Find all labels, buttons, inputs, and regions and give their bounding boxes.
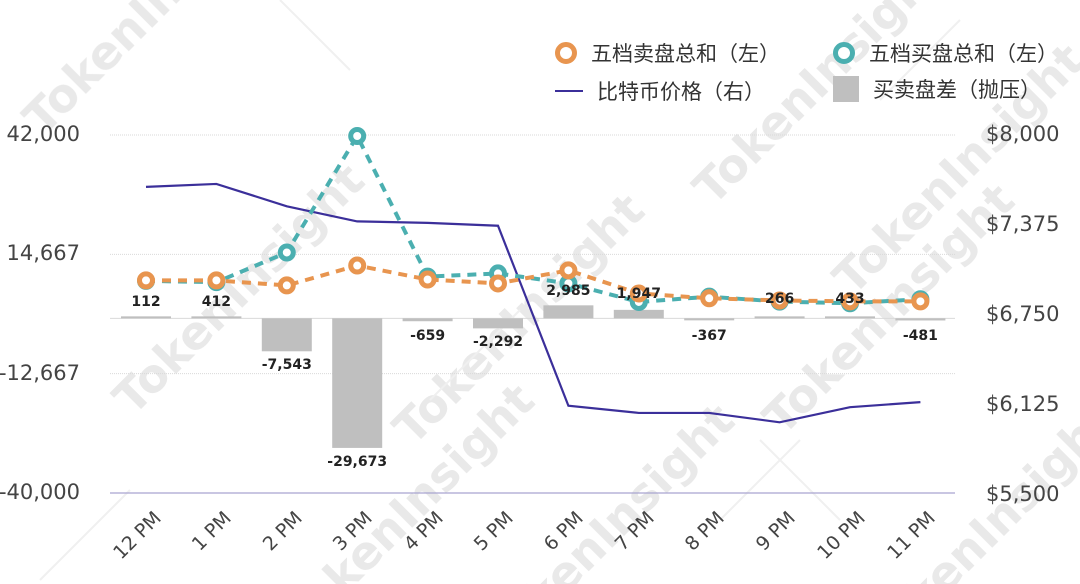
bar-value-label: -659	[410, 328, 446, 345]
legend-label-price: 比特币价格（右）	[597, 80, 765, 104]
right-axis-tick: $6,125	[986, 392, 1060, 416]
right-axis-tick: $8,000	[986, 122, 1060, 146]
ring-marker	[700, 289, 719, 308]
bar-value-label: -2,292	[472, 334, 524, 351]
bar-value-label: 412	[201, 294, 232, 311]
ring-marker	[348, 256, 367, 275]
ring-marker	[629, 284, 648, 303]
ring-marker	[911, 292, 930, 311]
legend-label-buy: 五档买盘总和（左）	[869, 42, 1058, 66]
bar-value-label: 112	[131, 294, 161, 311]
bar-value-label: -7,543	[261, 357, 312, 374]
bar-value-label: 2,985	[546, 283, 591, 300]
legend-item-buy: 五档买盘总和（左）	[833, 38, 1058, 68]
line-marker-icon	[555, 90, 583, 92]
ring-marker	[137, 271, 155, 290]
diff-bar	[261, 318, 312, 352]
ring-marker	[418, 270, 437, 289]
diff-bar	[332, 318, 383, 448]
ring-marker	[559, 261, 578, 280]
diff-bar	[613, 309, 664, 319]
diff-bar	[754, 316, 805, 319]
bar-value-label: -481	[902, 328, 938, 345]
diff-bar	[191, 316, 242, 319]
ring-marker	[207, 271, 226, 290]
legend-item-sell: 五档卖盘总和（左）	[555, 38, 780, 68]
right-axis-tick: $5,500	[986, 482, 1060, 506]
diff-bar	[402, 318, 453, 322]
ring-marker	[277, 276, 296, 295]
bar-value-label: 433	[835, 291, 865, 308]
legend-label-sell: 五档卖盘总和（左）	[591, 42, 780, 66]
left-axis-tick: 42,000	[6, 122, 80, 146]
orange-ring-marker-icon	[555, 42, 577, 64]
right-axis-tick: $6,750	[986, 302, 1060, 326]
ring-marker	[277, 243, 296, 262]
ring-marker	[348, 126, 367, 145]
bar-value-label: -29,673	[327, 453, 388, 470]
left-axis-tick: -12,667	[0, 360, 80, 385]
bar-value-label: 1,947	[616, 285, 661, 302]
teal-ring-marker-icon	[833, 42, 855, 64]
diff-bar	[684, 318, 735, 321]
legend-item-price: 比特币价格（右）	[555, 76, 765, 106]
diff-bar	[895, 318, 946, 321]
ring-marker	[770, 291, 789, 310]
sell-series	[137, 256, 930, 311]
legend: 五档卖盘总和（左） 五档买盘总和（左） 比特币价格（右） 买卖盘差（抛压）	[555, 38, 1075, 108]
diff-bar	[543, 305, 594, 319]
diff-bar	[825, 316, 875, 319]
ring-marker	[489, 274, 507, 293]
price-line	[145, 182, 921, 424]
right-axis-tick: $7,375	[986, 212, 1060, 236]
diff-bar	[121, 316, 171, 319]
legend-item-diff: 买卖盘差（抛压）	[833, 74, 1041, 104]
bar-value-label: -367	[691, 328, 727, 345]
bar-value-label: 266	[764, 291, 795, 308]
left-axis-tick: 14,667	[6, 241, 80, 266]
gray-box-marker-icon	[833, 76, 859, 102]
ring-marker	[841, 292, 859, 311]
left-axis-tick: -40,000	[0, 480, 80, 504]
diff-bar	[473, 318, 523, 329]
legend-label-diff: 买卖盘差（抛压）	[873, 78, 1041, 102]
